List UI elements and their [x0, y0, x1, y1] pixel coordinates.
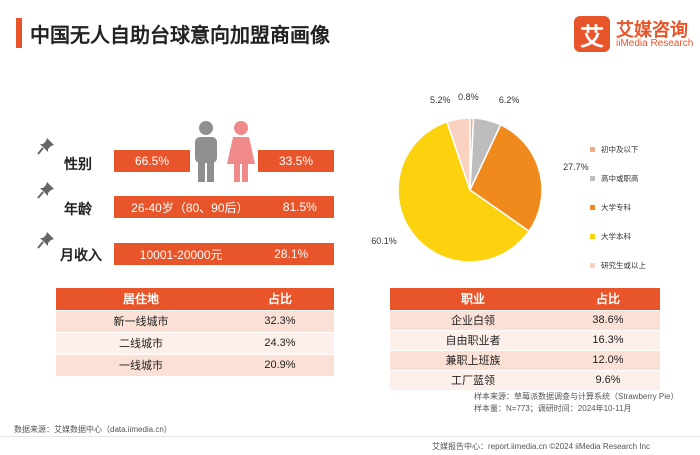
table-cell: 24.3% [226, 331, 334, 354]
table-cell: 38.6% [556, 309, 660, 330]
pie-slice-3 [397, 120, 531, 263]
occupation-header-job: 职业 [390, 288, 556, 310]
pie-legend: 初中及以下高中或职高大学专科大学本科研究生或以上 [590, 144, 690, 289]
sample-size-note: 样本量：N=773；调研时间：2024年10-11月 [474, 404, 632, 413]
legend-item: 大学专科 [590, 202, 690, 213]
male-percentage: 66.5% [114, 150, 190, 172]
age-pct-text: 81.5% [282, 200, 317, 214]
female-pct-text: 33.5% [278, 154, 314, 168]
residence-header-share: 占比 [226, 288, 334, 310]
income-label: 月收入 [60, 247, 102, 263]
table-cell: 工厂蓝领 [390, 369, 556, 390]
logo-text-en: iiMedia Research [616, 38, 694, 49]
legend-label: 研究生或以上 [601, 261, 646, 270]
table-cell: 企业白领 [390, 309, 556, 330]
male-pct-text: 66.5% [134, 154, 170, 168]
female-figure-icon [227, 121, 255, 182]
legend-label: 大学本科 [601, 232, 631, 241]
table-row: 二线城市 24.3% [56, 331, 334, 354]
legend-item: 初中及以下 [590, 144, 690, 155]
legend-swatch [590, 263, 595, 268]
age-range-text: 26-40岁（80、90后） [131, 200, 249, 215]
page-title: 中国无人自助台球意向加盟商画像 [30, 25, 330, 47]
table-cell: 二线城市 [56, 331, 226, 354]
occupation-table-header: 职业 占比 [390, 288, 660, 310]
gender-label: 性别 [64, 156, 92, 172]
male-figure-icon [195, 121, 217, 182]
legend-item: 研究生或以上 [590, 260, 690, 271]
table-cell: 兼职上班族 [390, 349, 556, 370]
table-cell: 9.6% [556, 369, 660, 390]
legend-swatch [590, 234, 595, 239]
income-range-text: 10001-20000元 [139, 247, 223, 262]
age-label: 年龄 [64, 201, 92, 217]
table-cell: 20.9% [226, 353, 334, 376]
table-cell: 16.3% [556, 329, 660, 350]
legend-swatch [590, 205, 595, 210]
pin-icon [37, 138, 54, 155]
table-row: 新一线城市 32.3% [56, 309, 334, 332]
footer-divider [0, 436, 700, 437]
sample-source-note: 样本来源：草莓派数据调查与计算系统（Strawberry Pie） [474, 392, 679, 401]
residence-header-location: 居住地 [56, 288, 226, 310]
title-accent-bar [16, 18, 22, 48]
income-bar: 10001-20000元 28.1% [114, 243, 334, 265]
pin-icon [37, 232, 54, 249]
footer-credit: 艾媒报告中心：report.iimedia.cn ©2024 iiMedia R… [432, 442, 650, 451]
legend-swatch [590, 176, 595, 181]
legend-label: 初中及以下 [601, 145, 639, 154]
logo-icon: 艾 [574, 16, 610, 52]
age-bar: 26-40岁（80、90后） 81.5% [114, 196, 334, 218]
table-cell: 一线城市 [56, 353, 226, 376]
data-source-note: 数据来源：艾媒数据中心（data.iimedia.cn） [14, 425, 172, 434]
table-row: 自由职业者 16.3% [390, 329, 660, 350]
residence-table: 居住地 占比 新一线城市 32.3% 二线城市 24.3% 一线城市 20.9% [56, 288, 334, 376]
occupation-header-share: 占比 [556, 288, 660, 310]
table-cell: 12.0% [556, 349, 660, 370]
legend-swatch [590, 147, 595, 152]
education-pie-chart [397, 117, 543, 263]
residence-table-header: 居住地 占比 [56, 288, 334, 310]
table-row: 企业白领 38.6% [390, 309, 660, 330]
table-row: 工厂蓝领 9.6% [390, 369, 660, 390]
table-cell: 新一线城市 [56, 309, 226, 332]
table-row: 一线城市 20.9% [56, 353, 334, 376]
legend-item: 大学本科 [590, 231, 690, 242]
occupation-table: 职业 占比 企业白领 38.6% 自由职业者 16.3% 兼职上班族 12.0%… [390, 288, 660, 390]
table-cell: 自由职业者 [390, 329, 556, 350]
legend-item: 高中或职高 [590, 173, 690, 184]
pie-slice-4 [445, 117, 471, 191]
income-pct-text: 28.1% [274, 247, 309, 261]
female-percentage: 33.5% [258, 150, 334, 172]
pie-slice-2 [469, 123, 543, 233]
table-row: 兼职上班族 12.0% [390, 349, 660, 370]
pin-icon [37, 182, 54, 199]
logo-text-cn: 艾媒咨询 [616, 20, 688, 40]
legend-label: 大学专科 [601, 203, 631, 212]
legend-label: 高中或职高 [601, 174, 639, 183]
table-cell: 32.3% [226, 309, 334, 332]
